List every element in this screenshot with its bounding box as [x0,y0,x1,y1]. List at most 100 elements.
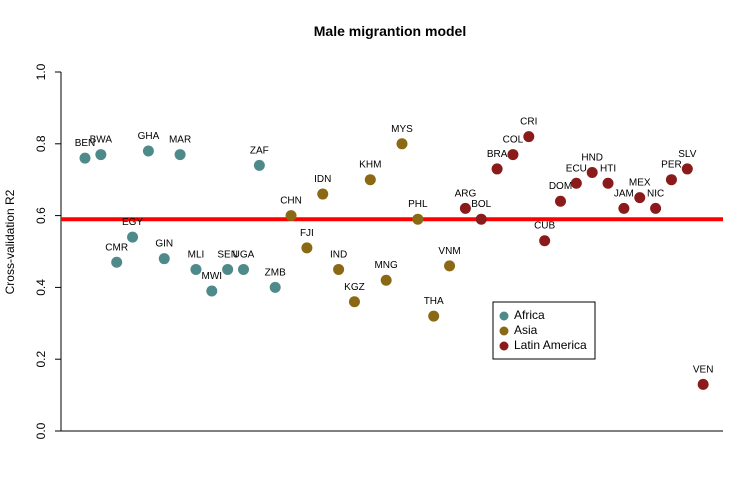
point-label-sen: SEN [217,249,238,260]
data-point-cmr [111,256,123,268]
point-label-arg: ARG [455,188,477,199]
data-point-arg [459,202,471,214]
point-label-bwa: BWA [90,135,113,146]
legend-marker-asia [499,326,509,336]
data-point-tha [428,310,440,322]
data-point-zmb [269,281,281,293]
point-label-egy: EGY [122,217,143,228]
point-label-khm: KHM [359,160,381,171]
point-label-zmb: ZMB [265,267,286,278]
legend-box [492,301,596,360]
data-point-zaf [253,159,265,171]
point-label-phl: PHL [408,199,428,210]
point-label-fji: FJI [300,228,314,239]
y-tick-label: 0.4 [34,279,48,296]
chart-title: Male migrantion model [314,23,466,39]
data-point-egy [127,231,139,243]
point-label-dom: DOM [549,181,572,192]
data-point-kgz [348,296,360,308]
point-label-chn: CHN [280,196,302,207]
point-label-cri: CRI [520,117,537,128]
data-point-col [507,149,519,161]
data-point-bra [491,163,503,175]
point-label-zaf: ZAF [250,145,269,156]
legend-marker-africa [499,311,509,321]
data-point-mys [396,138,408,150]
point-label-uga: UGA [233,249,255,260]
legend-label-asia: Asia [514,323,538,337]
y-ticks: 0.0 0.2 0.4 0.6 0.8 1.0 [34,63,61,439]
point-label-mar: MAR [169,135,191,146]
point-label-ind: IND [330,249,347,260]
data-point-mng [380,274,392,286]
point-label-kgz: KGZ [344,282,365,293]
data-point-mex [634,192,646,204]
point-label-idn: IDN [314,174,331,185]
data-point-idn [317,188,329,200]
y-tick-label: 0.2 [34,351,48,368]
legend-label-africa: Africa [514,308,545,322]
legend-label-latin-america: Latin America [514,338,587,352]
data-point-ind [333,263,345,275]
y-tick-label: 0.6 [34,207,48,224]
point-label-nic: NIC [647,188,664,199]
point-label-mys: MYS [391,124,413,135]
data-point-uga [238,263,249,275]
point-label-jam: JAM [614,188,634,199]
data-point-cub [539,235,551,247]
y-tick-label: 0.8 [34,135,48,152]
data-point-fji [301,242,313,254]
point-label-ven: VEN [693,364,714,375]
data-point-dom [555,195,566,207]
point-label-cub: CUB [534,221,555,232]
point-label-mli: MLI [188,249,205,260]
data-point-chn [285,210,297,222]
point-label-ben: BEN [75,138,96,149]
data-point-ven [697,378,709,390]
data-point-mwi [206,285,218,297]
data-point-slv [681,163,693,175]
y-tick-label: 1.0 [34,63,48,80]
data-point-khm [364,174,376,186]
data-point-per [665,174,677,186]
point-label-vnm: VNM [438,246,460,257]
data-point-mar [174,149,186,161]
data-point-sen [222,263,234,275]
point-label-ecu: ECU [566,163,587,174]
data-point-mli [190,263,202,275]
point-label-bra: BRA [487,149,508,160]
data-point-gin [158,253,170,265]
point-label-tha: THA [424,296,444,307]
point-label-slv: SLV [678,149,696,160]
data-point-phl [412,213,424,225]
point-label-gha: GHA [138,131,160,142]
point-label-gin: GIN [155,239,173,250]
point-label-hti: HTI [600,163,616,174]
data-point-hti [602,177,614,189]
data-point-jam [618,202,630,214]
point-label-per: PER [661,160,682,171]
point-label-hnd: HND [581,153,603,164]
point-label-mwi: MWI [202,271,223,282]
data-point-gha [142,145,154,157]
data-point-bwa [95,149,107,161]
data-point-hnd [586,167,598,179]
point-label-mex: MEX [629,178,651,189]
data-point-nic [650,202,662,214]
y-tick-label: 0.0 [34,422,48,439]
data-point-ben [79,152,91,164]
data-point-vnm [444,260,456,272]
data-point-bol [475,213,487,225]
legend-marker-latin-america [499,341,509,351]
data-point-cri [523,131,535,143]
point-label-mng: MNG [374,260,398,271]
y-axis-label: Cross-validation R2 [3,189,17,294]
point-label-bol: BOL [471,199,491,210]
point-label-cmr: CMR [105,242,128,253]
data-point-ecu [570,177,582,189]
point-label-col: COL [503,135,524,146]
